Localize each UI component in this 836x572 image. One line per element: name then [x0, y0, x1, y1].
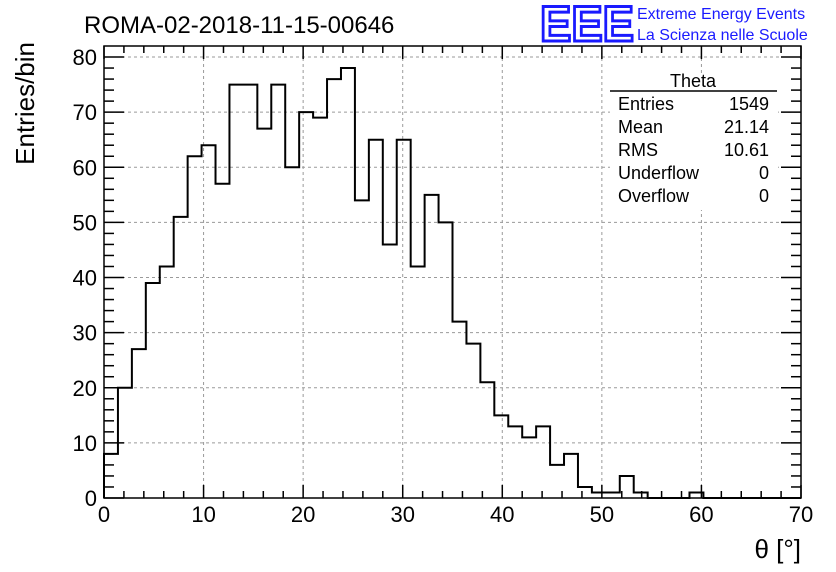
stats-box-rows: Entries 1549 Mean 21.14 RMS 10.61 Underflow 0 Ov… [618, 94, 769, 206]
histogram-bin [243, 85, 257, 498]
histogram-bin [174, 217, 188, 498]
histogram-bin [466, 344, 480, 498]
x-tick-label: 30 [390, 502, 414, 527]
histogram-bin [494, 415, 508, 498]
chart-title: ROMA-02-2018-11-15-00646 [84, 12, 394, 39]
histogram-bin [132, 349, 146, 498]
histogram-bin [285, 167, 299, 498]
x-tick-label: 20 [291, 502, 315, 527]
histogram-bin [327, 79, 341, 498]
stats-row-value: 21.14 [724, 117, 769, 137]
eee-logo: EEE Extreme Energy Events La Scienza nel… [539, 0, 808, 54]
histogram-bin [592, 492, 606, 498]
stats-box-background [610, 76, 778, 210]
stats-row-value: 10.61 [724, 140, 769, 160]
y-tick-label: 60 [73, 155, 97, 180]
eee-logo-line2: La Scienza nelle Scuole [637, 27, 808, 44]
histogram-bin [299, 112, 313, 498]
histogram-bin [202, 145, 216, 498]
eee-logo-mark: EEE [540, 0, 634, 52]
y-tick-label: 30 [73, 321, 97, 346]
y-tick-label: 40 [73, 266, 97, 291]
stats-box-title: Theta [670, 71, 717, 91]
histogram-bin [439, 222, 453, 498]
x-tick-label: 50 [590, 502, 614, 527]
histogram-bin [411, 266, 425, 498]
histogram-bin [146, 283, 160, 498]
stats-row-label: Overflow [618, 186, 690, 206]
plot-frame [103, 45, 802, 499]
histogram-bin [257, 129, 271, 498]
histogram-bin [508, 426, 522, 498]
stats-row-value: 1549 [729, 94, 769, 114]
histogram-bin [271, 85, 285, 498]
histogram-bin [229, 85, 243, 498]
x-tick-label: 10 [191, 502, 215, 527]
histogram-series-line [103, 67, 801, 499]
histogram-bin [522, 437, 536, 498]
histogram-bin [564, 454, 578, 498]
y-tick-label: 20 [73, 376, 97, 401]
histogram-bin [425, 195, 439, 498]
histogram-bin [341, 68, 355, 498]
y-tick-label: 80 [73, 45, 97, 70]
histogram-bin [188, 156, 202, 498]
histogram-bin [369, 140, 383, 498]
stats-row-label: RMS [618, 140, 658, 160]
y-tick-label: 0 [85, 486, 97, 511]
x-tick-label: 0 [98, 502, 110, 527]
y-tick-label: 70 [73, 100, 97, 125]
x-tick-label: 40 [490, 502, 514, 527]
stats-row-value: 0 [759, 186, 769, 206]
histogram-bin [634, 492, 648, 498]
stats-row-value: 0 [759, 163, 769, 183]
x-tick-label: 70 [789, 502, 813, 527]
histogram-bin [383, 244, 397, 498]
histogram-bin [397, 140, 411, 498]
histogram-bin [480, 382, 494, 498]
stats-row-label: Entries [618, 94, 674, 114]
eee-logo-line1: Extreme Energy Events [637, 6, 805, 23]
x-tick-label: 60 [689, 502, 713, 527]
y-tick-label: 50 [73, 210, 97, 235]
histogram-bin [536, 426, 550, 498]
x-axis-label: θ [°] [754, 534, 801, 564]
y-axis-label: Entries/bin [10, 42, 40, 165]
stats-box: Theta Entries 1549 Mean 21.14 RMS 10.61 Underf… [610, 71, 778, 210]
histogram-bin [160, 266, 174, 498]
histogram-bin [606, 492, 620, 498]
histogram-bin [313, 118, 327, 498]
histogram-bin [453, 322, 467, 498]
stats-row-label: Underflow [618, 163, 700, 183]
axis-ticks: 0 10 20 30 40 50 60 70 0 10 20 30 40 50 60 70 80 [73, 45, 814, 527]
stats-row-label: Mean [618, 117, 663, 137]
y-tick-label: 10 [73, 431, 97, 456]
histogram-bin [578, 487, 592, 498]
histogram-bin [216, 184, 230, 498]
histogram-bin [355, 200, 369, 498]
